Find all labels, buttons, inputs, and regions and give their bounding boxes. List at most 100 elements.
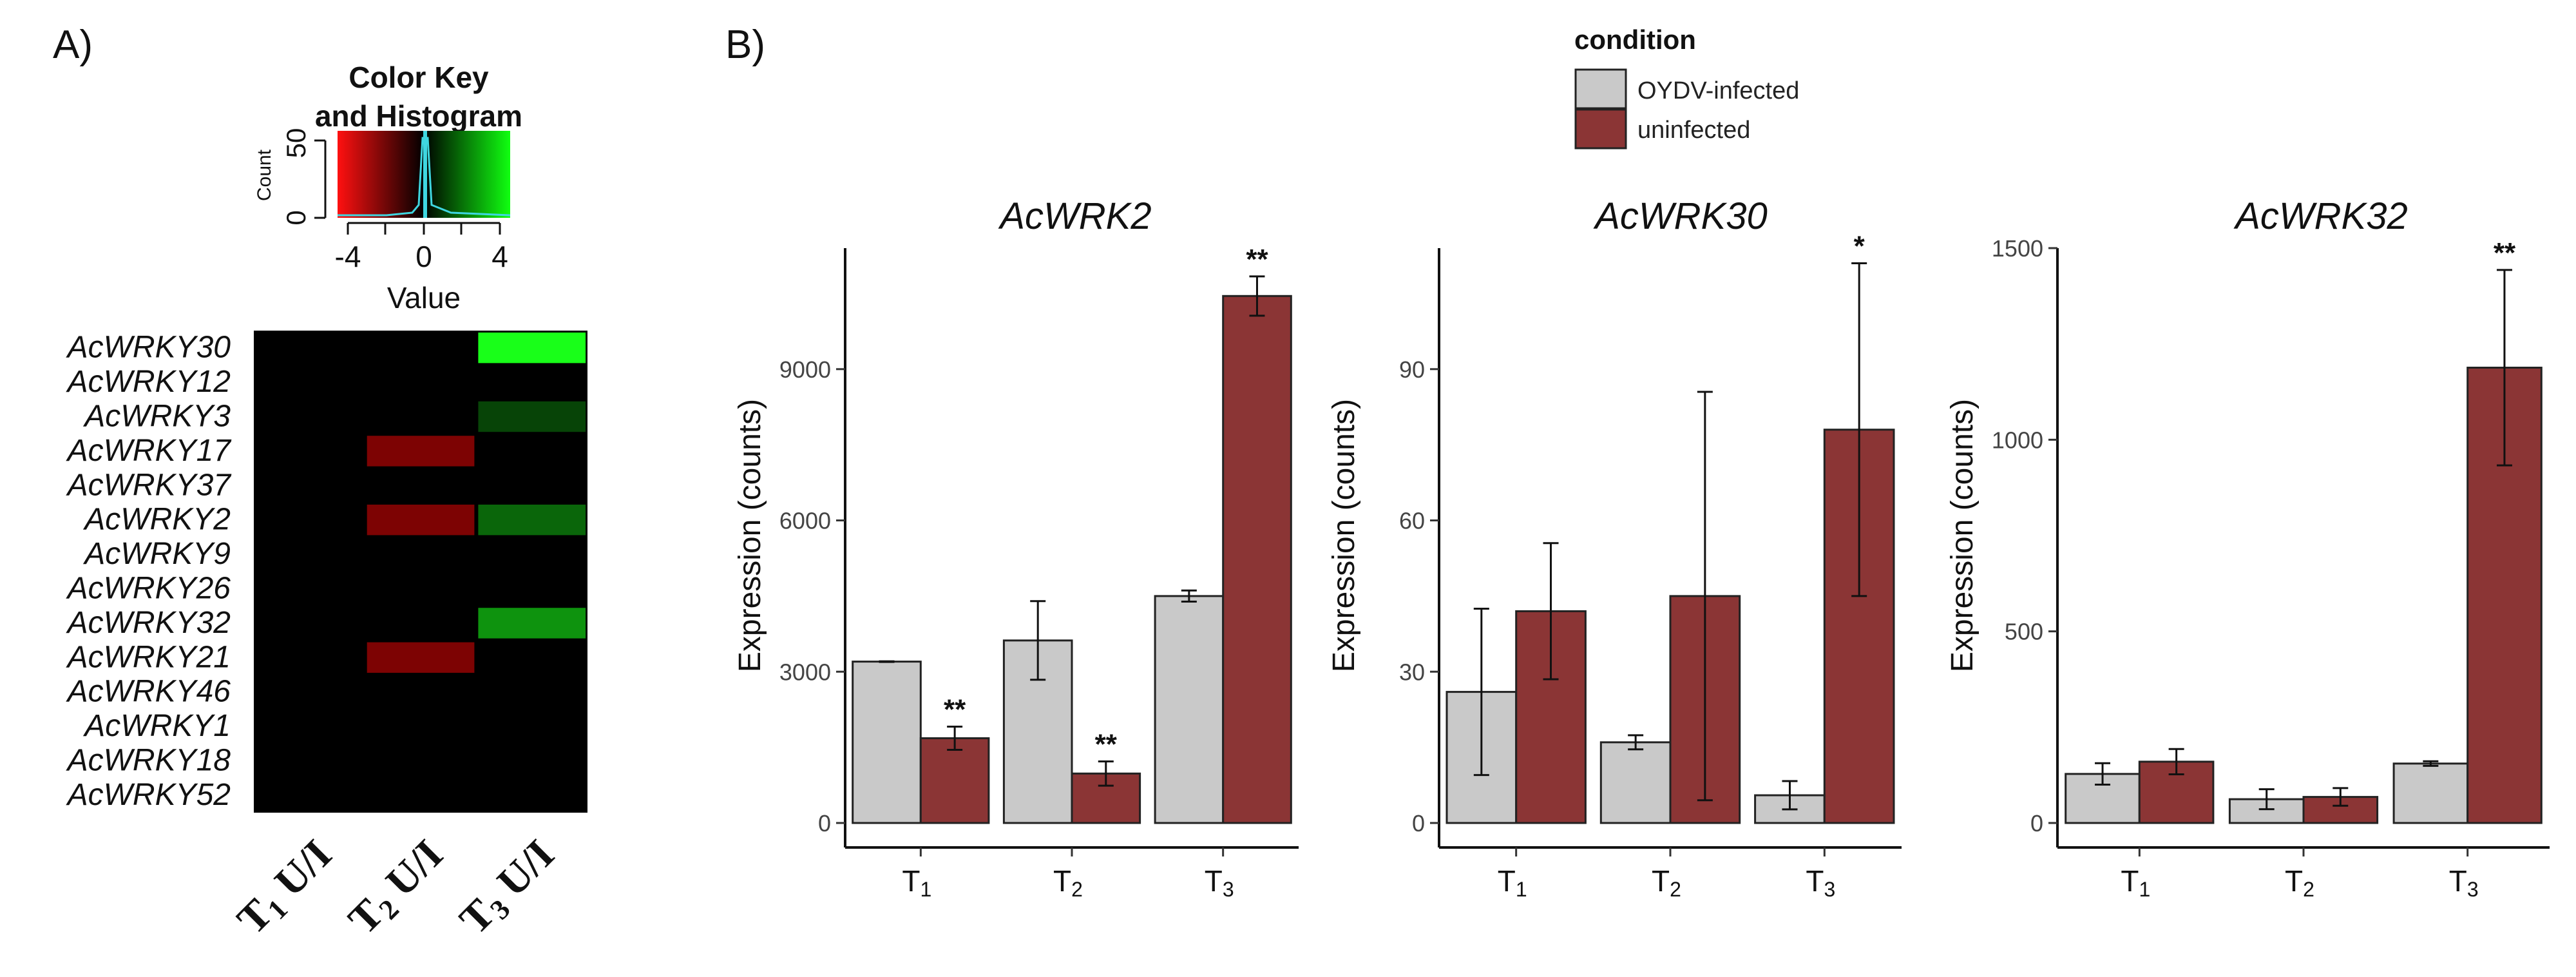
value-axis-label: Value: [387, 281, 461, 314]
x-tick-label-part: T: [1806, 864, 1824, 898]
x-tick-label-part: 1: [920, 878, 931, 901]
x-tick-label-part: 3: [1824, 878, 1835, 901]
legend-swatch-uninfected: [1574, 108, 1627, 150]
heatmap-cell: [367, 505, 475, 536]
x-tick-label: T1: [2121, 864, 2150, 901]
y-axis-label: Expression (counts): [1327, 399, 1361, 672]
x-tick-label: T3: [1205, 864, 1234, 901]
color-key-title-line2: and Histogram: [315, 99, 522, 133]
heatmap-cell: [367, 642, 475, 673]
heatmap-row-label: AcWRKY26: [66, 572, 231, 606]
x-tick-label-part: 2: [1071, 878, 1083, 901]
color-key-title-line1: Color Key: [348, 61, 489, 94]
y-tick-label: 500: [2005, 619, 2043, 645]
x-tick-label-part: 2: [2303, 878, 2314, 901]
heatmap-row-label: AcWRKY17: [66, 434, 233, 468]
heatmap-row-label: AcWRKY37: [66, 468, 233, 502]
y-tick-label: 0: [2030, 810, 2043, 837]
x-tick-label-part: T: [1652, 864, 1670, 898]
significance-label: **: [944, 694, 966, 726]
x-tick-label-part: T: [2121, 864, 2139, 898]
heatmap-cell: [367, 436, 475, 467]
heatmap-column-label: T3 U/I: [451, 831, 566, 945]
chart-title: AcWRK30: [1593, 195, 1768, 237]
bar-chart-1: AcWRK2 Expression (counts) 0 3000 6000 9000 **…: [733, 195, 1299, 901]
x-tick-label-part: T: [1498, 864, 1516, 898]
y-tick-label: 1500: [1992, 235, 2043, 262]
y-tick-label: 30: [1399, 659, 1425, 685]
y-tick-label: 0: [818, 810, 831, 837]
x-tick-label-part: T: [902, 864, 920, 898]
count-axis-label: Count: [254, 149, 275, 201]
y-tick-label: 0: [1412, 810, 1425, 837]
significance-label: **: [1095, 729, 1118, 760]
y-tick-label: 6000: [779, 508, 831, 534]
legend-title: condition: [1574, 24, 1696, 55]
value-tick-label: 0: [415, 240, 432, 273]
x-tick-label-part: 2: [1670, 878, 1681, 901]
heatmap-cell: [478, 333, 586, 363]
x-tick-label: T1: [902, 864, 931, 901]
x-tick-label: T1: [1498, 864, 1527, 901]
heatmap-column-label: T2 U/I: [339, 831, 454, 945]
y-axis-label: Expression (counts): [733, 399, 767, 672]
x-tick-label-part: 1: [1516, 878, 1527, 901]
legend-label-uninfected: uninfected: [1637, 117, 1750, 144]
legend-swatch-oydv: [1574, 68, 1627, 110]
heatmap-row-label: AcWRKY21: [66, 640, 231, 674]
heatmap-row-label: AcWRKY9: [82, 537, 231, 571]
count-tick-label: 50: [281, 128, 311, 159]
significance-label: *: [1854, 230, 1865, 262]
value-tick-label: -4: [335, 240, 361, 273]
x-tick-label-part: 3: [1223, 878, 1234, 901]
x-tick-label-part: T: [2285, 864, 2303, 898]
bar: [919, 737, 990, 824]
heatmap-cell: [478, 608, 586, 639]
count-tick-label: 0: [281, 210, 311, 225]
x-tick-label-part: 1: [2139, 878, 2150, 901]
heatmap-row-label: AcWRKY12: [66, 365, 231, 399]
y-tick-label: 3000: [779, 659, 831, 685]
heatmap-row-label: AcWRKY30: [66, 331, 231, 365]
chart-title: AcWRK2: [998, 195, 1151, 237]
x-tick-label: T3: [2449, 864, 2479, 901]
x-tick-label-part: T: [2449, 864, 2467, 898]
color-key-histogram: [338, 137, 511, 217]
heatmap-row-label: AcWRKY1: [82, 709, 231, 743]
x-tick-label: T2: [2285, 864, 2314, 901]
heatmap-row-label: AcWRKY18: [66, 744, 231, 778]
y-tick-label: 60: [1399, 508, 1425, 534]
x-tick-label-part: T: [1053, 864, 1071, 898]
chart-title: AcWRK32: [2233, 195, 2408, 237]
bar: [1222, 295, 1292, 824]
x-tick-label-part: 3: [2467, 878, 2479, 901]
heatmap-row-label: AcWRKY3: [82, 400, 231, 434]
value-tick-label: 4: [491, 240, 508, 273]
heatmap: AcWRKY30AcWRKY12AcWRKY3AcWRKY17AcWRKY37A…: [66, 331, 587, 945]
bar: [1599, 741, 1672, 824]
panel-b-label: B): [725, 23, 765, 67]
heatmap-cell: [478, 505, 586, 536]
panel-a-label: A): [53, 23, 93, 67]
y-axis-label: Expression (counts): [1945, 399, 1980, 672]
y-tick-label: 90: [1399, 356, 1425, 383]
color-key: Color Key and Histogram 0 50 Count -4 0 …: [254, 61, 522, 314]
y-tick-label: 9000: [779, 356, 831, 383]
bar: [1154, 595, 1225, 824]
heatmap-column-label: T1 U/I: [228, 831, 343, 945]
y-tick-label: 1000: [1992, 427, 2043, 453]
legend: condition OYDV-infected uninfected: [1574, 24, 1799, 150]
x-tick-label-part: T: [1205, 864, 1223, 898]
bar: [2392, 762, 2469, 824]
heatmap-row-label: AcWRKY46: [66, 675, 231, 709]
heatmap-cell: [478, 401, 586, 432]
legend-label-oydv: OYDV-infected: [1637, 77, 1799, 104]
heatmap-row-label: AcWRKY32: [66, 606, 231, 640]
heatmap-row-label: AcWRKY52: [66, 778, 231, 812]
bar: [852, 661, 922, 824]
significance-label: **: [1246, 244, 1268, 275]
heatmap-row-label: AcWRKY2: [82, 503, 231, 537]
